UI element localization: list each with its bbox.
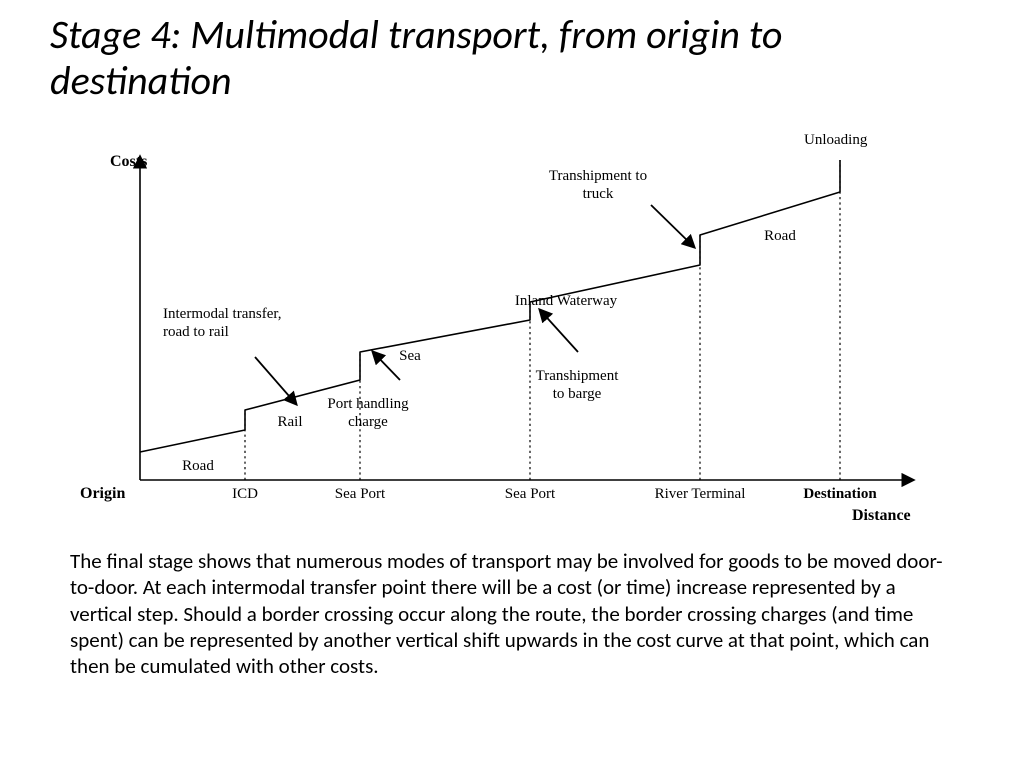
x-tick-label: Sea Port [505,486,556,502]
x-axis-label: Distance [852,507,911,524]
x-tick-label: River Terminal [655,486,746,502]
annotation-arrow [255,357,296,404]
annotation-label: Transhipment to [549,168,647,184]
annotation-label: road to rail [163,324,229,340]
x-tick-label: Destination [803,486,877,502]
annotation-arrow [651,205,694,247]
annotation-label: truck [583,186,614,202]
segment-label: Sea [399,348,421,364]
x-tick-label: Sea Port [335,486,386,502]
annotation-arrow [373,352,400,380]
cost-distance-diagram: Costs Origin Distance ICD Sea Port Sea Port Ri… [80,130,950,530]
origin-label: Origin [80,485,125,502]
x-tick-label: ICD [232,486,258,502]
annotation-label: to barge [553,386,602,402]
annotation-label: Unloading [804,132,868,148]
slide-title: Stage 4: Multimodal transport, from orig… [50,12,950,104]
annotation-label: Transhipment [536,368,620,384]
segment-label: Road [764,228,796,244]
y-axis-label: Costs [110,153,147,170]
annotation-label: Port handling [327,396,409,412]
annotation-arrow [540,310,578,352]
segment-label: Inland Waterway [515,293,618,309]
segment-label: Rail [278,414,303,430]
annotation-label: charge [348,414,388,430]
body-paragraph: The final stage shows that numerous mode… [70,548,954,679]
segment-label: Road [182,458,214,474]
annotation-label: Intermodal transfer, [163,306,282,322]
